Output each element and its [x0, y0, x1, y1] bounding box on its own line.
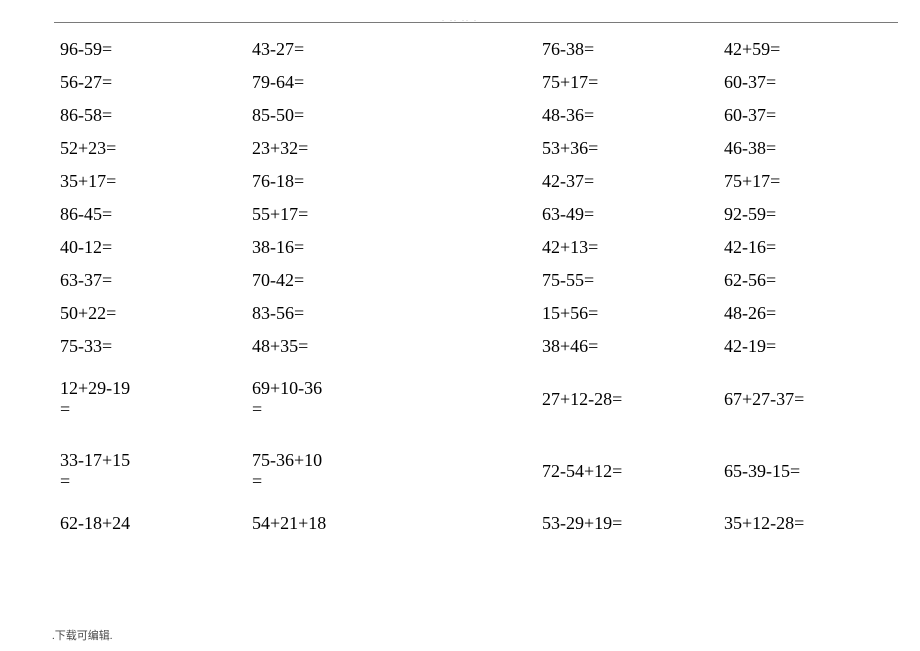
- math-problem-cell: 63-37=: [60, 264, 252, 297]
- math-problem-cell: 43-27=: [252, 33, 542, 66]
- math-problem-cell: 12+29-19 =: [60, 363, 252, 435]
- math-problem-cell: 35+17=: [60, 165, 252, 198]
- table-row: 40-12=38-16=42+13=42-16=: [60, 231, 892, 264]
- math-problem-cell: 42-19=: [724, 330, 892, 363]
- math-problem-cell: 56-27=: [60, 66, 252, 99]
- math-problem-cell: 48-36=: [542, 99, 724, 132]
- math-problem-cell: 38+46=: [542, 330, 724, 363]
- math-problem-cell: 42-16=: [724, 231, 892, 264]
- table-row: 86-45=55+17=63-49=92-59=: [60, 198, 892, 231]
- header-marks: . .. .. .: [0, 14, 920, 23]
- math-problem-cell: 15+56=: [542, 297, 724, 330]
- math-problem-cell: 53-29+19=: [542, 507, 724, 540]
- table-row: 63-37=70-42=75-55=62-56=: [60, 264, 892, 297]
- table-row: 62-18+2454+21+1853-29+19=35+12-28=: [60, 507, 892, 540]
- math-problem-cell: 23+32=: [252, 132, 542, 165]
- math-problem-cell: 46-38=: [724, 132, 892, 165]
- math-problem-cell: 85-50=: [252, 99, 542, 132]
- math-problem-cell: 54+21+18: [252, 507, 542, 540]
- math-problem-grid: 96-59=43-27=76-38=42+59=56-27=79-64=75+1…: [60, 33, 892, 540]
- math-problem-cell: 42-37=: [542, 165, 724, 198]
- math-problem-cell: 60-37=: [724, 99, 892, 132]
- table-row: 35+17=76-18=42-37=75+17=: [60, 165, 892, 198]
- math-problem-cell: 72-54+12=: [542, 435, 724, 507]
- math-problem-cell: 86-45=: [60, 198, 252, 231]
- math-problem-cell: 50+22=: [60, 297, 252, 330]
- math-problem-cell: 75-55=: [542, 264, 724, 297]
- math-problem-cell: 62-56=: [724, 264, 892, 297]
- math-problem-cell: 75+17=: [724, 165, 892, 198]
- math-problem-cell: 42+13=: [542, 231, 724, 264]
- worksheet-page: . .. .. . 96-59=43-27=76-38=42+59=56-27=…: [0, 0, 920, 651]
- math-problem-cell: 35+12-28=: [724, 507, 892, 540]
- table-row: 86-58=85-50=48-36=60-37=: [60, 99, 892, 132]
- math-problem-cell: 75-36+10 =: [252, 435, 542, 507]
- math-problem-cell: 76-18=: [252, 165, 542, 198]
- math-problem-cell: 69+10-36 =: [252, 363, 542, 435]
- math-problem-cell: 55+17=: [252, 198, 542, 231]
- math-problem-cell: 76-38=: [542, 33, 724, 66]
- math-problem-cell: 53+36=: [542, 132, 724, 165]
- math-problem-cell: 42+59=: [724, 33, 892, 66]
- table-row: 50+22=83-56=15+56=48-26=: [60, 297, 892, 330]
- table-row: 56-27=79-64=75+17=60-37=: [60, 66, 892, 99]
- math-problem-cell: 86-58=: [60, 99, 252, 132]
- math-problem-cell: 52+23=: [60, 132, 252, 165]
- math-problem-cell: 63-49=: [542, 198, 724, 231]
- math-problem-cell: 60-37=: [724, 66, 892, 99]
- math-problem-cell: 67+27-37=: [724, 363, 892, 435]
- table-row: 12+29-19 =69+10-36 =27+12-28=67+27-37=: [60, 363, 892, 435]
- math-problem-cell: 27+12-28=: [542, 363, 724, 435]
- math-problem-cell: 38-16=: [252, 231, 542, 264]
- math-problem-cell: 83-56=: [252, 297, 542, 330]
- math-problem-cell: 48+35=: [252, 330, 542, 363]
- math-problem-cell: 96-59=: [60, 33, 252, 66]
- math-problem-cell: 70-42=: [252, 264, 542, 297]
- math-problem-cell: 40-12=: [60, 231, 252, 264]
- math-problem-cell: 48-26=: [724, 297, 892, 330]
- table-row: 96-59=43-27=76-38=42+59=: [60, 33, 892, 66]
- math-problem-cell: 75-33=: [60, 330, 252, 363]
- table-row: 52+23=23+32=53+36=46-38=: [60, 132, 892, 165]
- math-problem-cell: 75+17=: [542, 66, 724, 99]
- math-problem-cell: 33-17+15 =: [60, 435, 252, 507]
- table-row: 33-17+15 =75-36+10 =72-54+12=65-39-15=: [60, 435, 892, 507]
- math-problem-cell: 92-59=: [724, 198, 892, 231]
- footer-text: .下载可编辑.: [52, 627, 113, 643]
- math-problem-cell: 79-64=: [252, 66, 542, 99]
- math-problem-cell: 65-39-15=: [724, 435, 892, 507]
- math-problem-cell: 62-18+24: [60, 507, 252, 540]
- table-row: 75-33=48+35=38+46=42-19=: [60, 330, 892, 363]
